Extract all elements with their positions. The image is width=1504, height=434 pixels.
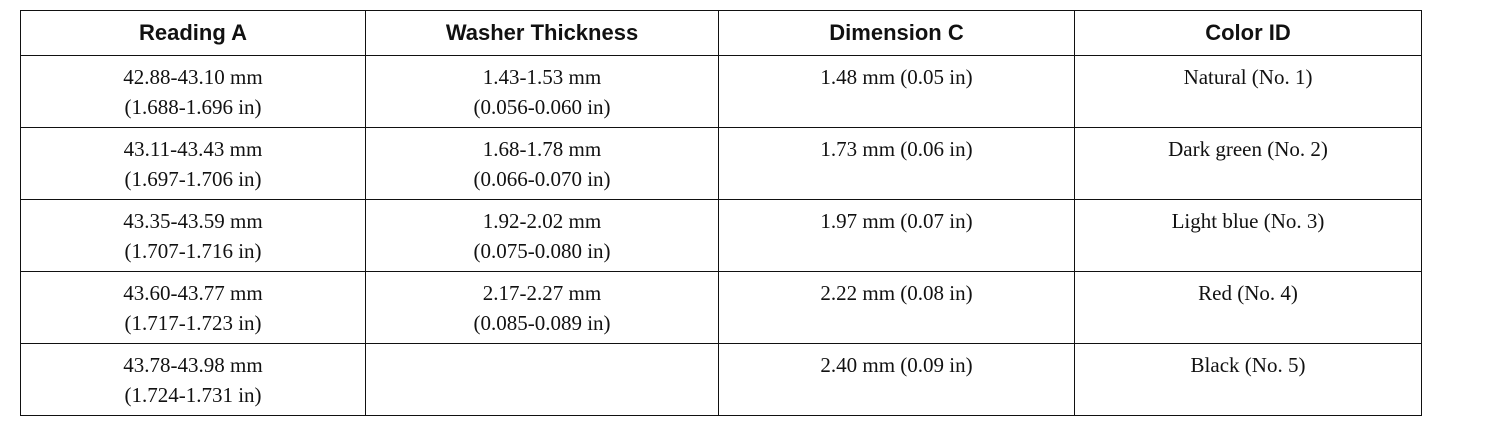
table-cell: 1.48 mm (0.05 in)	[718, 55, 1075, 128]
table-cell: 1.68-1.78 mm (0.066-0.070 in)	[365, 127, 719, 200]
cell-line: Light blue (No. 3)	[1171, 209, 1325, 233]
table-cell: 43.78-43.98 mm (1.724-1.731 in)	[20, 343, 366, 416]
table-row: 43.60-43.77 mm (1.717-1.723 in) 2.17-2.27 …	[20, 271, 1422, 344]
header-row: Reading A Washer Thickness Dimension C Colo…	[20, 10, 1422, 56]
cell-line: 43.35-43.59 mm	[123, 209, 263, 233]
cell-line: 43.11-43.43 mm	[123, 137, 263, 161]
cell-line: 43.78-43.98 mm	[123, 353, 263, 377]
table-cell: 42.88-43.10 mm (1.688-1.696 in)	[20, 55, 366, 128]
cell-line: 1.73 mm (0.06 in)	[820, 137, 973, 161]
cell-line: (0.066-0.070 in)	[473, 167, 611, 191]
cell-line: 2.22 mm (0.08 in)	[820, 281, 973, 305]
cell-line: (1.697-1.706 in)	[124, 167, 262, 191]
table-row: 43.11-43.43 mm (1.697-1.706 in) 1.68-1.78 …	[20, 127, 1422, 200]
cell-line: 1.92-2.02 mm	[482, 209, 602, 233]
cell-line: (1.707-1.716 in)	[124, 239, 262, 263]
table-cell: 2.17-2.27 mm (0.085-0.089 in)	[365, 271, 719, 344]
table-row: 43.78-43.98 mm (1.724-1.731 in) 2.40 mm (0…	[20, 343, 1422, 416]
table-cell: 43.11-43.43 mm (1.697-1.706 in)	[20, 127, 366, 200]
cell-line: Natural (No. 1)	[1183, 65, 1313, 89]
cell-line: (1.688-1.696 in)	[124, 95, 262, 119]
table-cell: 43.35-43.59 mm (1.707-1.716 in)	[20, 199, 366, 272]
column-header: Dimension C	[718, 10, 1075, 56]
table-cell: 1.92-2.02 mm (0.075-0.080 in)	[365, 199, 719, 272]
table-cell: Red (No. 4)	[1074, 271, 1422, 344]
spec-table: Reading A Washer Thickness Dimension C Colo…	[20, 10, 1422, 416]
table-cell: Light blue (No. 3)	[1074, 199, 1422, 272]
column-header: Reading A	[20, 10, 366, 56]
cell-line: Black (No. 5)	[1190, 353, 1306, 377]
table-cell: 43.60-43.77 mm (1.717-1.723 in)	[20, 271, 366, 344]
cell-line: 2.40 mm (0.09 in)	[820, 353, 973, 377]
cell-line: (0.056-0.060 in)	[473, 95, 611, 119]
cell-line: Red (No. 4)	[1198, 281, 1298, 305]
table-cell: 1.97 mm (0.07 in)	[718, 199, 1075, 272]
table-row: 42.88-43.10 mm (1.688-1.696 in) 1.43-1.53 …	[20, 55, 1422, 128]
table-cell: 1.43-1.53 mm (0.056-0.060 in)	[365, 55, 719, 128]
cell-line: 1.48 mm (0.05 in)	[820, 65, 973, 89]
cell-line: Dark green (No. 2)	[1168, 137, 1328, 161]
cell-line: (1.724-1.731 in)	[124, 383, 262, 407]
cell-line: (0.085-0.089 in)	[473, 311, 611, 335]
table-cell: Natural (No. 1)	[1074, 55, 1422, 128]
table-cell: 2.22 mm (0.08 in)	[718, 271, 1075, 344]
table-cell: Dark green (No. 2)	[1074, 127, 1422, 200]
cell-line: 2.17-2.27 mm	[482, 281, 602, 305]
table-row: 43.35-43.59 mm (1.707-1.716 in) 1.92-2.02 …	[20, 199, 1422, 272]
table-cell: 1.73 mm (0.06 in)	[718, 127, 1075, 200]
cell-line: 1.97 mm (0.07 in)	[820, 209, 973, 233]
cell-line: 42.88-43.10 mm	[123, 65, 263, 89]
column-header: Color ID	[1074, 10, 1422, 56]
cell-line: (1.717-1.723 in)	[124, 311, 262, 335]
table-body: 42.88-43.10 mm (1.688-1.696 in) 1.43-1.53 …	[20, 55, 1422, 416]
table-cell	[365, 343, 719, 416]
cell-line: (0.075-0.080 in)	[473, 239, 611, 263]
cell-line: 43.60-43.77 mm	[123, 281, 263, 305]
cell-line: 1.43-1.53 mm	[482, 65, 602, 89]
cell-line: 1.68-1.78 mm	[482, 137, 602, 161]
table-cell: 2.40 mm (0.09 in)	[718, 343, 1075, 416]
column-header: Washer Thickness	[365, 10, 719, 56]
table-cell: Black (No. 5)	[1074, 343, 1422, 416]
